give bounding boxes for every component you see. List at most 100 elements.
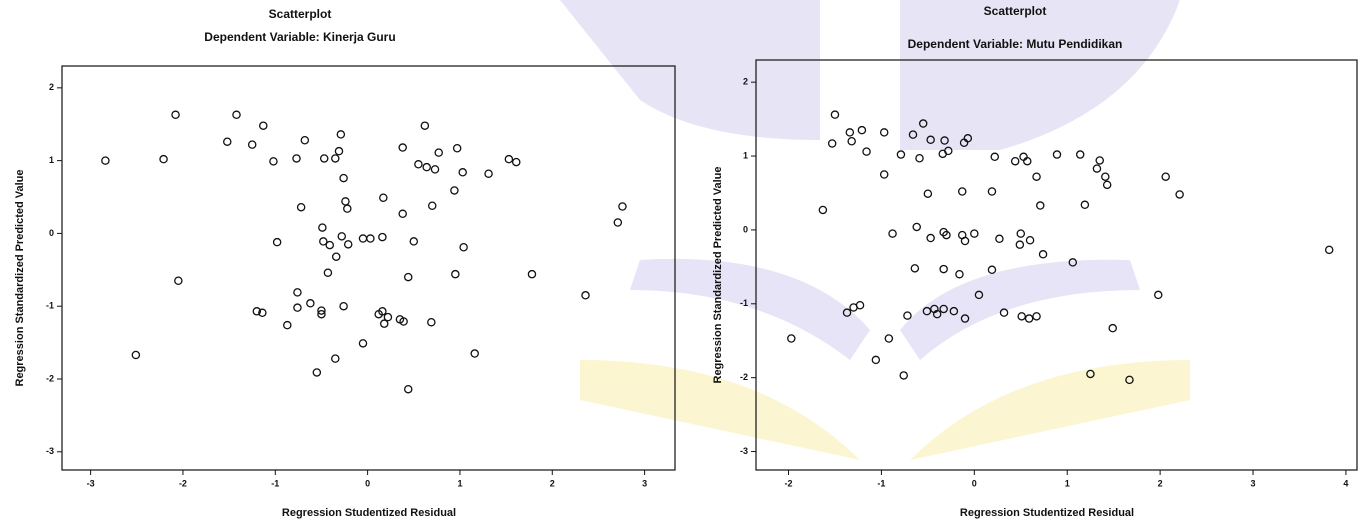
point [359,235,366,242]
x-tick-label: 4 [1343,478,1348,488]
point [172,111,179,118]
point [904,312,911,319]
point [505,156,512,163]
point [1017,230,1024,237]
point [333,253,340,260]
page: ScatterplotDependent Variable: Kinerja G… [0,0,1358,523]
point [102,157,109,164]
point [911,265,918,272]
point [249,141,256,148]
point [233,111,240,118]
y-axis-label: Regression Standardized Predicted Value [712,166,724,383]
point [1093,165,1100,172]
point [872,356,879,363]
point [423,164,430,171]
point [1081,201,1088,208]
point [1109,325,1116,332]
point [399,210,406,217]
point [313,369,320,376]
point [1104,181,1111,188]
point [459,169,466,176]
point [367,235,374,242]
point [319,224,326,231]
point [132,351,139,358]
watermark-shape [630,259,870,360]
point [452,271,459,278]
point [829,140,836,147]
y-tick-label: -3 [740,446,748,456]
point [1026,315,1033,322]
point [831,111,838,118]
point [788,335,795,342]
point [293,155,300,162]
point [381,320,388,327]
point [340,303,347,310]
x-tick-label: -2 [785,478,793,488]
point [284,322,291,329]
point [429,202,436,209]
y-tick-label: 2 [49,82,54,92]
y-tick-label: -3 [46,446,54,456]
point [863,148,870,155]
point [338,233,345,240]
point [175,277,182,284]
point [324,269,331,276]
point [380,194,387,201]
point [940,265,947,272]
point [1039,251,1046,258]
x-tick-label: 0 [365,478,370,488]
point [274,239,281,246]
point [307,300,314,307]
point [897,151,904,158]
point [454,145,461,152]
point [298,204,305,211]
point [435,149,442,156]
point [858,127,865,134]
point [619,203,626,210]
point [582,292,589,299]
point [379,233,386,240]
chart-subtitle: Dependent Variable: Mutu Pendidikan [908,37,1123,51]
point [428,319,435,326]
x-tick-label: 3 [642,478,647,488]
x-tick-label: 0 [972,478,977,488]
y-tick-label: 1 [49,155,54,165]
point [885,335,892,342]
point [294,289,301,296]
y-tick-label: -1 [46,301,54,311]
plot-frame [62,66,675,470]
point [345,241,352,248]
point [819,206,826,213]
x-tick-label: -2 [179,478,187,488]
point [959,188,966,195]
point [340,175,347,182]
point [260,122,267,129]
x-tick-label: 1 [1065,478,1070,488]
point [513,158,520,165]
point [988,266,995,273]
point [224,138,231,145]
point [961,237,968,244]
point [1096,157,1103,164]
point [405,273,412,280]
point [1037,202,1044,209]
point [956,271,963,278]
watermark-shape [560,0,820,140]
x-tick-label: -1 [877,478,885,488]
point [460,244,467,251]
watermark-shape [910,360,1190,460]
point [846,129,853,136]
point [359,340,366,347]
x-tick-label: 2 [1158,478,1163,488]
point [451,187,458,194]
x-tick-label: 1 [457,478,462,488]
point [332,155,339,162]
point [270,158,277,165]
x-tick-label: 3 [1251,478,1256,488]
point [1155,291,1162,298]
point [321,155,328,162]
chart-title: Scatterplot [269,7,332,21]
point [415,161,422,168]
x-tick-label: 2 [550,478,555,488]
x-tick-label: -3 [87,478,95,488]
